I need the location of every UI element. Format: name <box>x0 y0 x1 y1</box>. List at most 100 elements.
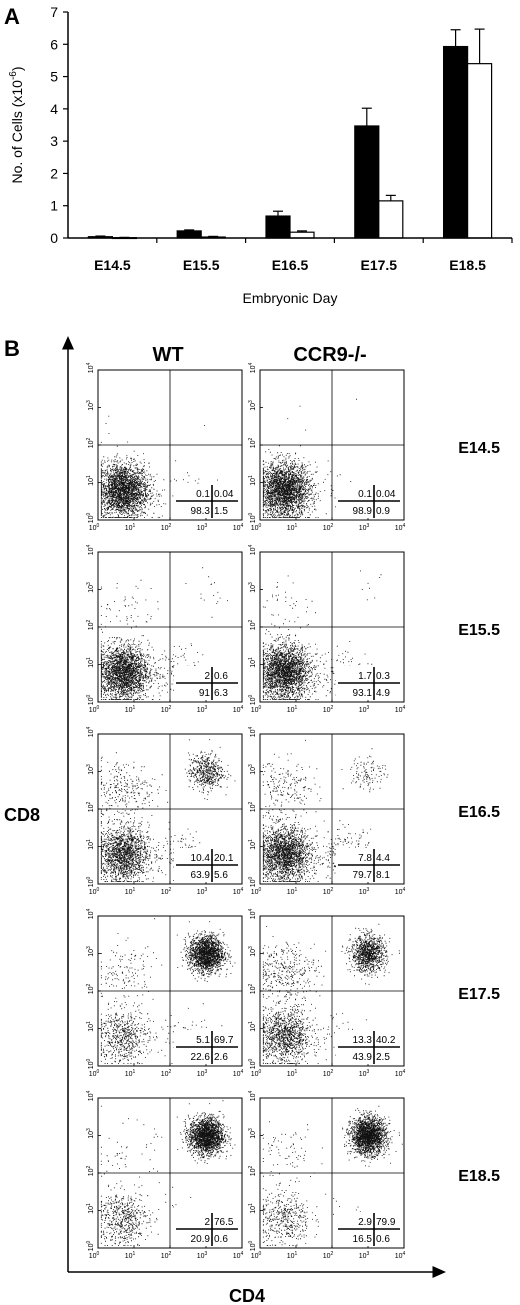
y-decade-label: 101 <box>248 657 257 668</box>
quadrant-ul-value: 13.3 <box>353 1035 373 1046</box>
quadrant-ul-value: 10.4 <box>191 853 211 864</box>
quadrant-lr-value: 0.6 <box>376 1234 390 1245</box>
event-dots <box>100 739 236 882</box>
quadrant-ll-value: 20.9 <box>191 1234 211 1245</box>
quadrant-lr-value: 4.9 <box>376 688 390 699</box>
plot-area: 0 1 2 3 4 5 6 7 E14.5 E15.5 E16.5 E17.5 E18.5 <box>50 4 513 273</box>
y-decade-label: 104 <box>248 726 257 737</box>
panel-label-b: B <box>4 336 20 361</box>
y-decade-label: 100 <box>86 1240 95 1251</box>
x-decade-label: 101 <box>287 705 298 714</box>
x-decade-label: 101 <box>125 523 136 532</box>
x-tick-label: E17.5 <box>361 257 398 273</box>
y-decade-label: 103 <box>86 582 95 593</box>
x-decade-label: 102 <box>161 705 172 714</box>
x-decade-label: 102 <box>323 1251 334 1260</box>
x-decade-label: 101 <box>287 1251 298 1260</box>
quadrant-lr-value: 1.5 <box>214 506 228 517</box>
y-decade-label: 102 <box>248 801 257 812</box>
y-decade-label: 104 <box>248 362 257 373</box>
y-tick-label: 0 <box>50 230 58 246</box>
y-decade-label: 100 <box>86 1058 95 1069</box>
y-decade-label: 100 <box>248 694 257 705</box>
x-decade-label: 104 <box>395 1069 406 1078</box>
x-tick-label: E15.5 <box>183 257 220 273</box>
y-decade-label: 103 <box>248 1128 257 1139</box>
y-decade-label: 104 <box>86 1090 95 1101</box>
x-decade-label: 103 <box>197 523 208 532</box>
x-tick-label: E16.5 <box>272 257 309 273</box>
y-decade-label: 102 <box>86 437 95 448</box>
y-decade-label: 101 <box>248 839 257 850</box>
y-decade-label: 102 <box>86 619 95 630</box>
row-label-E16.5: E16.5 <box>458 804 500 821</box>
y-tick-label: 7 <box>50 4 58 20</box>
y-decade-label: 100 <box>248 512 257 523</box>
x-decade-label: 104 <box>395 523 406 532</box>
x-decade-label: 103 <box>197 1251 208 1260</box>
quadrant-ur-value: 69.7 <box>214 1035 234 1046</box>
x-decade-label: 102 <box>161 1251 172 1260</box>
x-axis-title: Embryonic Day <box>243 290 338 306</box>
y-decade-label: 101 <box>86 475 95 486</box>
y-decade-label: 104 <box>86 726 95 737</box>
y-decade-label: 103 <box>248 400 257 411</box>
bar-series2-E18.5 <box>467 63 493 239</box>
quadrant-ur-value: 0.04 <box>376 489 396 500</box>
quadrant-ul-value: 2 <box>204 1217 210 1228</box>
quadrant-ll-value: 43.9 <box>353 1052 373 1063</box>
x-tick-label: E18.5 <box>449 257 486 273</box>
event-dots <box>100 415 219 518</box>
quadrant-ll-value: 98.9 <box>353 506 373 517</box>
x-decade-label: 100 <box>89 1251 100 1260</box>
quadrant-ur-value: 0.3 <box>376 671 390 682</box>
y-decade-label: 101 <box>248 1203 257 1214</box>
quadrant-ll-value: 63.9 <box>191 870 211 881</box>
x-decade-label: 100 <box>251 1251 262 1260</box>
quadrant-ul-value: 5.1 <box>196 1035 210 1046</box>
quadrant-ur-value: 79.9 <box>376 1217 396 1228</box>
x-decade-label: 100 <box>251 887 262 896</box>
x-decade-label: 103 <box>197 705 208 714</box>
quadrant-ll-value: 91 <box>199 688 211 699</box>
bar-series1-E15.5 <box>176 230 202 239</box>
y-tick-label: 6 <box>50 36 58 52</box>
y-decade-label: 100 <box>86 512 95 523</box>
y-axis-title: No. of Cells (x10-6) <box>8 66 25 183</box>
y-decade-label: 102 <box>86 983 95 994</box>
event-dots <box>100 567 228 700</box>
quadrant-ul-value: 7.8 <box>358 853 372 864</box>
y-decade-label: 101 <box>86 657 95 668</box>
x-decade-label: 102 <box>323 523 334 532</box>
quadrant-ul-value: 2 <box>204 671 210 682</box>
y-decade-label: 104 <box>86 908 95 919</box>
quadrant-lr-value: 5.6 <box>214 870 228 881</box>
quadrant-ur-value: 0.04 <box>214 489 234 500</box>
y-decade-label: 102 <box>248 437 257 448</box>
bar-series2-E16.5 <box>289 231 315 239</box>
y-decade-label: 103 <box>86 1128 95 1139</box>
y-decade-label: 103 <box>86 400 95 411</box>
y-decade-label: 102 <box>248 983 257 994</box>
y-decade-label: 103 <box>248 582 257 593</box>
y-axis-title-close: ) <box>9 66 25 71</box>
x-decade-label: 100 <box>89 1069 100 1078</box>
y-tick-label: 4 <box>50 101 58 117</box>
x-decade-label: 100 <box>89 887 100 896</box>
y-decade-label: 103 <box>248 764 257 775</box>
x-decade-label: 102 <box>323 705 334 714</box>
x-decade-label: 102 <box>323 887 334 896</box>
y-tick-label: 3 <box>50 133 58 149</box>
row-label-E14.5: E14.5 <box>458 440 500 457</box>
event-dots <box>262 570 382 700</box>
cd8-axis-label: CD8 <box>4 805 40 825</box>
x-decade-label: 102 <box>161 887 172 896</box>
bar-series1-E18.5 <box>443 45 469 239</box>
x-decade-label: 100 <box>89 705 100 714</box>
